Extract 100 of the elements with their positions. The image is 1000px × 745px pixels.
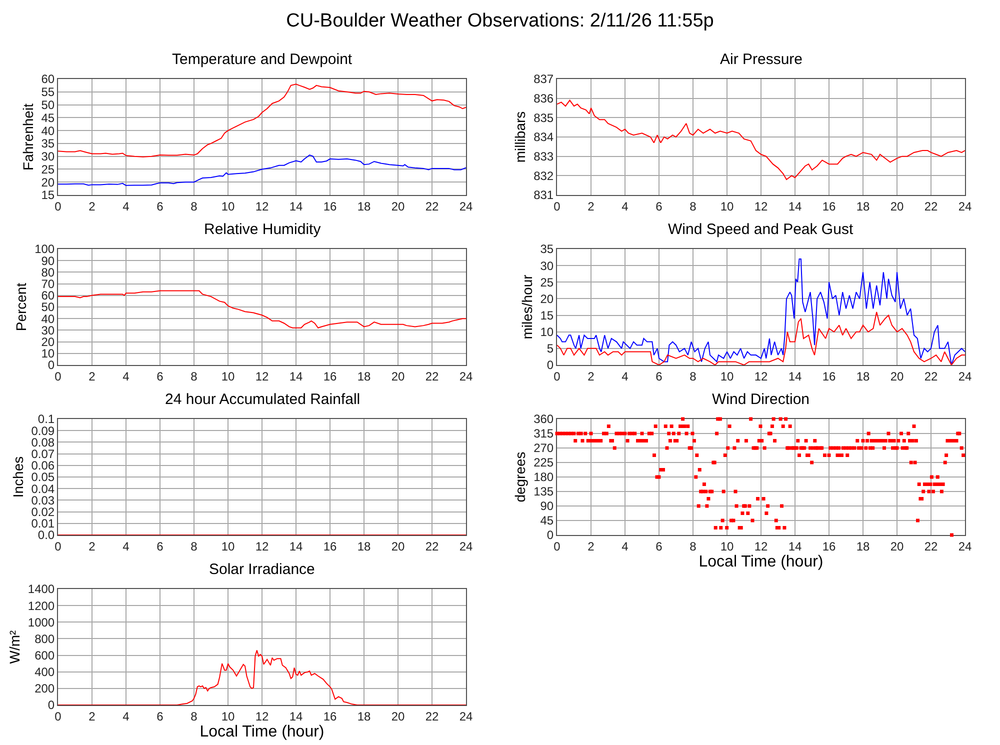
- x-tick-label: 8: [190, 369, 198, 384]
- x-tick-label: 22: [924, 199, 938, 214]
- x-tick-label: 10: [221, 709, 235, 724]
- y-tick-label: 5: [546, 342, 554, 356]
- y-tick-label: 15: [540, 308, 554, 322]
- x-tick-label: 22: [425, 369, 439, 384]
- y-tick-label: 0.03: [31, 493, 55, 508]
- x-tick-label: 24: [459, 709, 473, 724]
- y-tick-label: 70: [41, 277, 55, 291]
- x-tick-label: 22: [425, 199, 439, 214]
- x-tick-label: 14: [788, 369, 802, 384]
- y-tick-label: 833: [534, 150, 554, 164]
- x-tick-label: 2: [588, 369, 595, 384]
- x-tick-label: 8: [190, 709, 198, 724]
- y-tick-label: 50: [41, 300, 55, 314]
- x-tick-label: 18: [856, 199, 870, 214]
- y-tick-label: 20: [41, 335, 55, 349]
- x-tick-label: 18: [357, 539, 371, 554]
- y-tick-label: 0.09: [31, 424, 55, 438]
- x-tick-label: 16: [323, 709, 337, 724]
- y-tick-label: 60: [41, 72, 55, 86]
- x-tick-label: 16: [822, 369, 836, 384]
- y-tick-label: 0: [546, 358, 554, 372]
- x-tick-label: 22: [924, 539, 938, 554]
- x-tick-label: 22: [924, 369, 938, 384]
- x-tick-label: 8: [190, 199, 198, 214]
- x-tick-label: 16: [323, 369, 337, 384]
- y-tick-label: 55: [41, 85, 55, 100]
- text: CU-Boulder Weather Observations: 2/11/26 11:55p: [286, 10, 714, 32]
- y-tick-label: 0.02: [31, 505, 55, 519]
- y-tick-label: 837: [534, 72, 554, 86]
- x-tick-label: 14: [289, 369, 303, 384]
- y-tick-label: 1400: [28, 582, 55, 596]
- y-tick-label: 800: [34, 632, 55, 646]
- x-tick-label: 10: [221, 369, 235, 384]
- y-tick-label: 20: [540, 292, 554, 306]
- x-tick-label: 12: [754, 199, 768, 214]
- x-tick-label: 20: [890, 199, 904, 214]
- x-tick-label: 8: [690, 369, 697, 384]
- y-axis-title: Inches: [10, 456, 26, 498]
- y-tick-label: 1200: [28, 598, 55, 613]
- x-tick-label: 16: [323, 539, 337, 554]
- y-tick-label: 835: [534, 110, 554, 125]
- y-tick-label: 0.0: [38, 528, 55, 542]
- x-tick-label: 6: [156, 539, 164, 554]
- y-tick-label: 400: [34, 665, 55, 680]
- line-series: [557, 311, 965, 365]
- x-tick-label: 24: [958, 539, 972, 554]
- y-axis-title: W/m²: [6, 630, 22, 664]
- x-tick-label: 10: [720, 199, 734, 214]
- y-tick-label: 0.1: [38, 412, 55, 426]
- y-tick-label: 40: [41, 312, 55, 326]
- x-tick-label: 20: [391, 199, 405, 214]
- x-tick-label: 24: [459, 199, 473, 214]
- y-tick-label: 30: [540, 258, 554, 273]
- x-tick-label: 10: [221, 199, 235, 214]
- x-tick-label: 2: [88, 539, 96, 554]
- x-tick-label: 4: [622, 199, 629, 214]
- y-tick-label: 0.05: [31, 470, 55, 484]
- x-tick-label: 14: [289, 539, 303, 554]
- y-tick-label: 50: [41, 98, 55, 112]
- x-tick-label: 20: [391, 369, 405, 384]
- x-tick-label: 4: [622, 369, 629, 384]
- y-axis-title: Percent: [13, 282, 30, 332]
- x-tick-label: 18: [856, 539, 870, 554]
- x-tick-label: 12: [255, 709, 269, 724]
- line-series: [557, 100, 965, 180]
- y-tick-label: 600: [34, 648, 55, 662]
- y-axis-title: miles/hour: [518, 274, 535, 340]
- x-tick-label: 8: [690, 539, 697, 554]
- y-tick-label: 35: [41, 136, 55, 151]
- x-tick-label: 12: [255, 199, 269, 214]
- y-tick-label: 15: [41, 188, 55, 202]
- x-tick-label: 16: [822, 199, 836, 214]
- x-tick-label: 2: [88, 369, 96, 384]
- x-tick-label: 6: [656, 539, 663, 554]
- y-tick-label: 836: [534, 92, 554, 106]
- x-tick-label: 12: [754, 369, 768, 384]
- y-tick-label: 40: [41, 124, 55, 138]
- y-tick-label: 360: [534, 412, 554, 426]
- chart-title: Wind Direction: [712, 391, 810, 408]
- x-tick-label: 14: [788, 539, 802, 554]
- x-tick-label: 12: [255, 369, 269, 384]
- x-tick-label: 16: [822, 539, 836, 554]
- y-tick-label: 0.01: [31, 516, 55, 531]
- x-tick-label: 4: [122, 539, 130, 554]
- x-tick-label: 6: [656, 369, 663, 384]
- x-tick-label: 2: [588, 539, 595, 554]
- y-tick-label: 10: [41, 346, 55, 361]
- x-tick-label: 4: [122, 709, 130, 724]
- y-tick-label: 0: [546, 528, 554, 542]
- y-tick-label: 0.07: [31, 447, 55, 461]
- y-tick-label: 0.04: [31, 482, 55, 496]
- x-tick-label: 4: [622, 539, 629, 554]
- x-tick-label: 14: [788, 199, 802, 214]
- y-tick-label: 25: [41, 162, 55, 176]
- y-tick-label: 10: [540, 325, 554, 340]
- chart-title: Relative Humidity: [204, 221, 322, 238]
- x-tick-label: 24: [459, 539, 473, 554]
- y-tick-label: 90: [540, 499, 554, 514]
